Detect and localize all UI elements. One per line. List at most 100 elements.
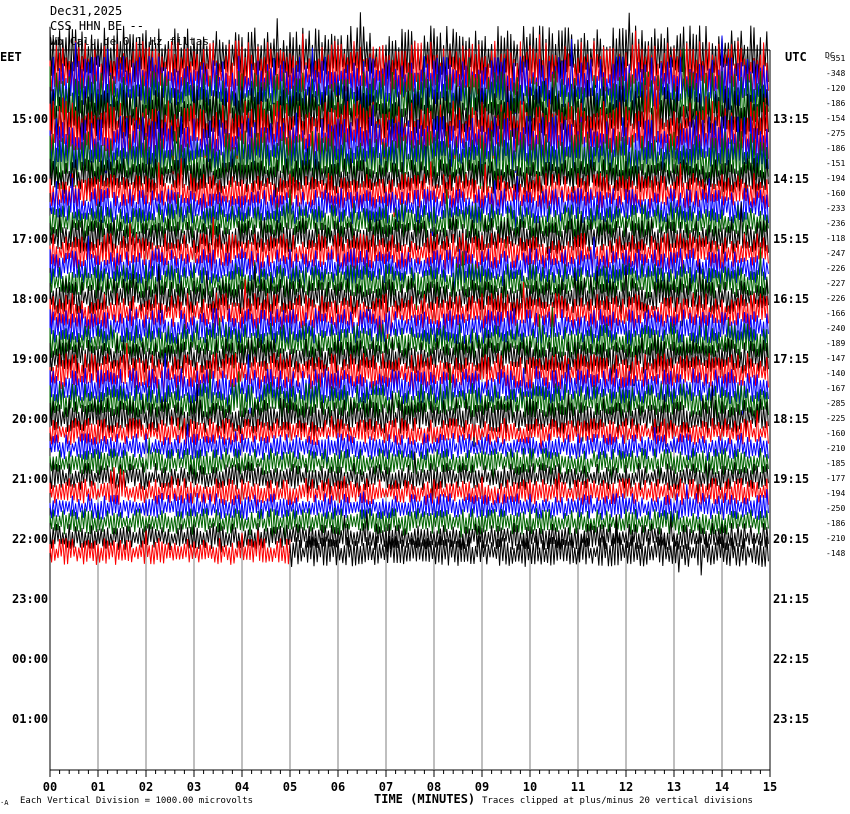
x-tick-label: 06 xyxy=(331,780,345,794)
row-offset-label: -189 xyxy=(826,339,845,348)
seismic-trace-25 xyxy=(49,383,769,447)
scale-note: Each Vertical Division = 1000.00 microvo… xyxy=(20,796,253,806)
left-hour-label: 20:00 xyxy=(12,412,48,426)
right-hour-label: 17:15 xyxy=(773,352,809,366)
seismic-trace-12 xyxy=(49,189,769,252)
seismic-trace-27 xyxy=(49,423,769,467)
row-offset-label: -160 xyxy=(826,189,845,198)
x-tick-label: 00 xyxy=(43,780,57,794)
row-offset-label: -147 xyxy=(826,354,845,363)
left-hour-label: 00:00 xyxy=(12,652,48,666)
right-hour-label: 19:15 xyxy=(773,472,809,486)
row-offset-label: -167 xyxy=(826,384,845,393)
seismic-trace-8 xyxy=(49,111,769,196)
clip-note: Traces clipped at plus/minus 20 vertical… xyxy=(482,796,753,806)
row-offset-label: -151 xyxy=(826,159,845,168)
row-offset-label: -118 xyxy=(826,234,845,243)
x-tick-label: 08 xyxy=(427,780,441,794)
seismic-trace-9 xyxy=(49,157,769,207)
row-offset-label: -348 xyxy=(826,69,845,78)
x-tick-label: 11 xyxy=(571,780,585,794)
row-offset-label: -250 xyxy=(826,504,845,513)
seismic-trace-18 xyxy=(49,279,769,341)
x-axis-title: TIME (MINUTES) xyxy=(374,792,475,806)
corner-mark: ·A xyxy=(0,799,9,807)
row-offset-label: -285 xyxy=(826,399,845,408)
left-hour-label: 22:00 xyxy=(12,532,48,546)
x-tick-label: 01 xyxy=(91,780,105,794)
right-hour-label: 18:15 xyxy=(773,412,809,426)
trace-group xyxy=(49,12,769,576)
row-offset-label: -120 xyxy=(826,84,845,93)
row-offset-label: -186 xyxy=(826,144,845,153)
left-hour-label: 18:00 xyxy=(12,292,48,306)
row-offset-label: -194 xyxy=(826,489,845,498)
seismic-trace-26 xyxy=(49,410,769,453)
right-hour-label: 20:15 xyxy=(773,532,809,546)
right-timezone-label: UTC xyxy=(785,50,807,64)
left-timezone-label: EET xyxy=(0,50,22,64)
right-hour-label: 15:15 xyxy=(773,232,809,246)
seismic-trace-10 xyxy=(49,157,769,218)
seismic-trace-19 xyxy=(49,308,769,350)
row-offset-label: -226 xyxy=(826,294,845,303)
seismic-trace-32 xyxy=(49,507,769,545)
left-hour-label: 23:00 xyxy=(12,592,48,606)
seismic-trace-2 xyxy=(49,30,769,117)
left-hour-label: 01:00 xyxy=(12,712,48,726)
x-tick-label: 02 xyxy=(139,780,153,794)
left-hour-label: 17:00 xyxy=(12,232,48,246)
row-offset-label: -225 xyxy=(826,414,845,423)
row-offset-label: -351 xyxy=(826,54,845,63)
left-hour-label: 21:00 xyxy=(12,472,48,486)
left-hour-label: 16:00 xyxy=(12,172,48,186)
x-tick-label: 13 xyxy=(667,780,681,794)
right-hour-label: 16:15 xyxy=(773,292,809,306)
axis-labels: 00 01 02 03 04 05 06 07 08 09 10 11 12 13 14 15 15:00 16:… xyxy=(12,54,845,794)
seismic-trace-28 xyxy=(49,437,769,485)
row-offset-label: -194 xyxy=(826,174,845,183)
row-offset-label: -210 xyxy=(826,444,845,453)
seismic-trace-34 xyxy=(49,530,291,565)
row-offset-label: -185 xyxy=(826,459,845,468)
x-tick-label: 15 xyxy=(763,780,777,794)
x-tick-label: 09 xyxy=(475,780,489,794)
x-tick-label: 05 xyxy=(283,780,297,794)
seismic-trace-4 xyxy=(49,48,769,144)
x-tick-label: 07 xyxy=(379,780,393,794)
dc-label: DC xyxy=(825,51,835,60)
seismic-trace-21 xyxy=(49,333,769,387)
right-hour-label: 21:15 xyxy=(773,592,809,606)
seismic-trace-7 xyxy=(49,104,769,189)
row-offset-label: -247 xyxy=(826,249,845,258)
right-hour-label: 13:15 xyxy=(773,112,809,126)
right-hour-label: 22:15 xyxy=(773,652,809,666)
seismic-trace-11 xyxy=(49,175,769,237)
x-tick-label: 03 xyxy=(187,780,201,794)
row-offset-label: -227 xyxy=(826,279,845,288)
seismic-trace-14 xyxy=(49,216,769,280)
header-date: Dec31,2025 xyxy=(50,4,123,18)
seismic-trace-15 xyxy=(49,235,769,294)
seismic-trace-31 xyxy=(49,484,769,524)
seismic-trace-33 xyxy=(49,511,769,557)
seismic-trace-22 xyxy=(49,342,769,399)
x-tick-label: 12 xyxy=(619,780,633,794)
seismic-trace-23 xyxy=(49,352,769,415)
row-offset-label: -275 xyxy=(826,129,845,138)
seismic-trace-30 xyxy=(49,466,769,512)
row-offset-label: -233 xyxy=(826,204,845,213)
row-offset-label: -236 xyxy=(826,219,845,228)
seismic-trace-1 xyxy=(49,12,769,103)
x-tick-label: 10 xyxy=(523,780,537,794)
row-offset-label: -140 xyxy=(826,369,845,378)
left-hour-label: 15:00 xyxy=(12,112,48,126)
right-hour-label: 14:15 xyxy=(773,172,809,186)
row-offset-label: -166 xyxy=(826,309,845,318)
row-offset-label: -148 xyxy=(826,549,845,558)
x-tick-label: 04 xyxy=(235,780,249,794)
seismic-trace-13 xyxy=(49,202,769,266)
seismic-trace-16 xyxy=(49,246,769,311)
row-offset-label: -210 xyxy=(826,534,845,543)
